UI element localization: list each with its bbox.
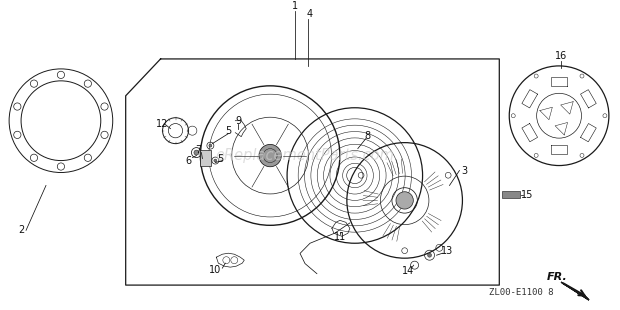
Text: 2: 2 (18, 225, 24, 235)
Text: 1: 1 (292, 1, 298, 11)
Text: eReplacementParts.com: eReplacementParts.com (216, 148, 394, 163)
Text: 10: 10 (209, 265, 221, 275)
Circle shape (214, 159, 217, 162)
Bar (502, 192, 520, 198)
Text: 4: 4 (307, 9, 313, 19)
Text: 7: 7 (195, 144, 202, 155)
Text: 16: 16 (555, 51, 567, 61)
Text: 8: 8 (365, 131, 371, 141)
Circle shape (209, 144, 212, 147)
Circle shape (194, 150, 199, 155)
Circle shape (396, 192, 414, 209)
Text: 15: 15 (521, 190, 533, 201)
Text: 9: 9 (235, 116, 241, 126)
Circle shape (259, 144, 281, 167)
Text: 6: 6 (185, 156, 192, 166)
Text: ZL00-E1100 8: ZL00-E1100 8 (489, 288, 554, 297)
Polygon shape (561, 282, 589, 300)
Text: 14: 14 (402, 266, 414, 276)
Bar (200, 150, 211, 166)
Text: FR.: FR. (547, 272, 568, 282)
Text: 3: 3 (461, 166, 467, 175)
Text: 13: 13 (441, 246, 454, 256)
Text: 11: 11 (334, 232, 346, 242)
Text: 12: 12 (156, 119, 169, 129)
Text: 5: 5 (225, 126, 231, 136)
Text: 5: 5 (217, 153, 223, 164)
Circle shape (428, 253, 432, 257)
